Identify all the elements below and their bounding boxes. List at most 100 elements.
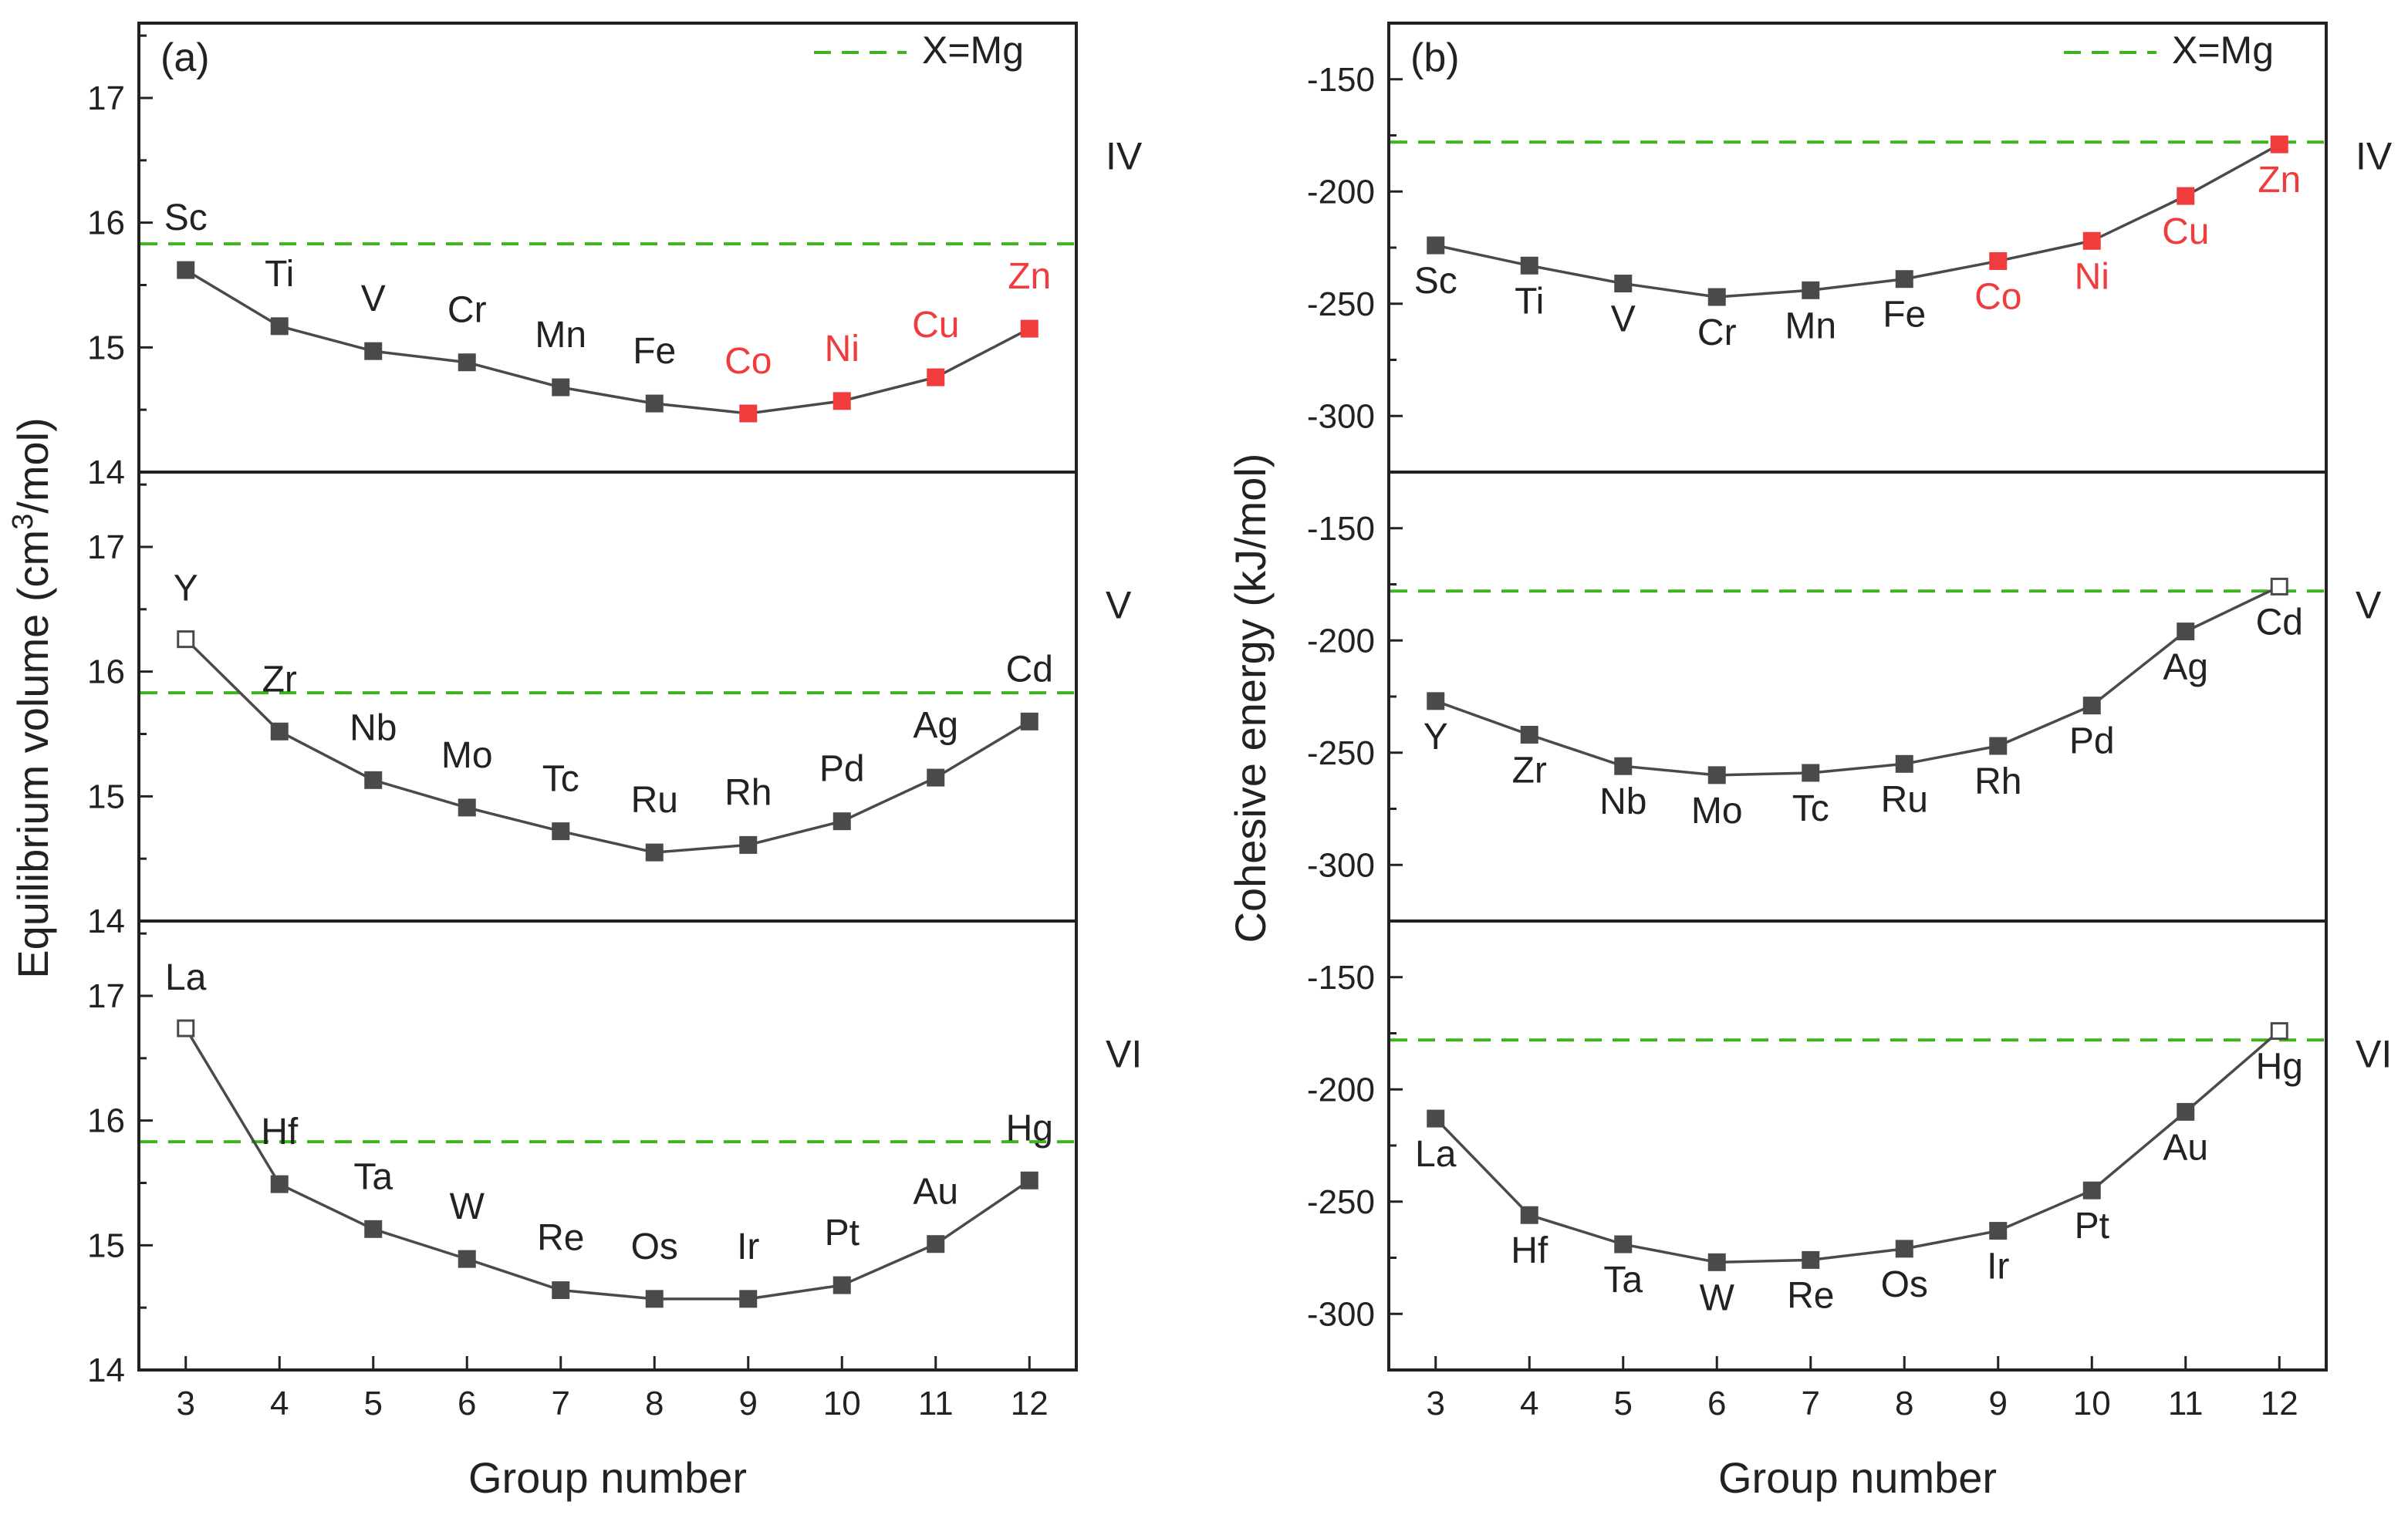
subplot-v: 14 15 16 17 Y Zr Nb Mo Tc Ru Rh Pd Ag Cd V	[87, 471, 1132, 940]
element-label-tc: Tc	[542, 759, 579, 800]
data-point-zr	[1520, 725, 1538, 744]
data-point-rh	[1989, 737, 2008, 755]
element-label-fe: Fe	[633, 331, 676, 372]
period-label: VI	[2356, 1033, 2392, 1076]
element-label-ru: Ru	[1881, 779, 1928, 820]
y-tick-label: 15	[87, 1227, 125, 1264]
element-label-cu: Cu	[2162, 211, 2209, 252]
element-label-au: Au	[913, 1172, 958, 1213]
data-point-ta	[364, 1220, 383, 1238]
x-tick-label: 6	[1707, 1385, 1726, 1422]
y-axis-title: Cohesive energy (kJ/mol)	[1226, 454, 1275, 943]
data-point-ru	[1895, 754, 1913, 773]
data-point-v	[364, 342, 383, 360]
data-point-mn	[552, 378, 570, 396]
data-point-zr	[270, 722, 289, 741]
y-tick-label: 17	[87, 528, 125, 566]
element-label-w: W	[1700, 1277, 1735, 1318]
x-axis-title: Group number	[468, 1453, 747, 1502]
element-label-tc: Tc	[1792, 788, 1829, 829]
element-label-cr: Cr	[1697, 312, 1737, 353]
x-tick-label: 4	[1520, 1385, 1538, 1422]
series-line	[184, 638, 1031, 854]
data-point-ir	[739, 1290, 758, 1308]
data-point-pd	[832, 812, 851, 831]
element-label-nb: Nb	[350, 707, 397, 748]
x-tick-label: 11	[2168, 1385, 2204, 1422]
element-label-re: Re	[1787, 1275, 1834, 1316]
series-line	[1434, 1030, 2281, 1264]
y-tick-label: 14	[87, 454, 125, 491]
y-tick-label: -300	[1307, 846, 1375, 884]
y-tick-label: -150	[1307, 510, 1375, 548]
data-point-pt	[2082, 1181, 2101, 1200]
y-tick-label: -150	[1307, 959, 1375, 997]
data-point-w	[458, 1250, 476, 1268]
y-tick-label: -250	[1307, 1183, 1375, 1221]
element-label-ti: Ti	[1515, 281, 1544, 322]
element-label-au: Au	[2163, 1127, 2208, 1168]
y-tick-label: -250	[1307, 734, 1375, 772]
element-label-pd: Pd	[819, 749, 865, 790]
data-point-ti	[1520, 256, 1538, 275]
element-label-ag: Ag	[2163, 647, 2208, 688]
element-label-os: Os	[1881, 1264, 1928, 1305]
x-tick-label: 7	[1802, 1385, 1820, 1422]
element-label-ir: Ir	[737, 1227, 759, 1267]
element-label-ni: Ni	[2075, 256, 2109, 297]
x-tick-label: 12	[2261, 1385, 2298, 1422]
y-tick-label: -300	[1307, 1295, 1375, 1333]
y-axis-title: Equilibrium volume (cm3/mol)	[7, 417, 57, 979]
element-label-hf: Hf	[1511, 1230, 1548, 1271]
element-label-pt: Pt	[2075, 1206, 2109, 1247]
data-point-y	[177, 630, 195, 649]
element-label-ta: Ta	[353, 1156, 393, 1197]
y-axis-title-superscript: 3	[7, 514, 39, 530]
panel-label: (a)	[160, 35, 210, 80]
y-tick-label: 16	[87, 1102, 125, 1140]
data-point-zn	[2270, 135, 2288, 154]
data-point-mo	[1707, 766, 1726, 784]
element-label-pt: Pt	[825, 1213, 860, 1254]
data-point-hf	[1520, 1206, 1538, 1224]
legend-label: X=Mg	[2172, 29, 2274, 72]
data-point-ni	[832, 392, 851, 410]
element-label-y: Y	[174, 569, 198, 609]
subplot-iv: -300 -250 -200 -150 Sc Ti V Cr Mn Fe Co Ni Cu Zn IV	[1307, 22, 2393, 474]
x-tick-label: 8	[1895, 1385, 1913, 1422]
element-label-co: Co	[724, 341, 772, 382]
data-point-os	[1895, 1240, 1913, 1258]
period-label: VI	[1106, 1033, 1142, 1076]
data-point-rh	[739, 835, 758, 854]
x-tick-label: 5	[364, 1385, 383, 1422]
element-label-ni: Ni	[825, 329, 860, 369]
period-label: IV	[1106, 135, 1143, 178]
y-tick-label: 16	[87, 204, 125, 242]
data-point-hg	[1020, 1171, 1039, 1189]
data-point-au	[2177, 1102, 2195, 1121]
x-tick-label: 6	[458, 1385, 476, 1422]
series-line	[184, 268, 1031, 415]
element-label-v: V	[361, 278, 386, 319]
data-point-os	[645, 1290, 664, 1308]
data-point-mn	[1802, 281, 1820, 299]
element-label-nb: Nb	[1599, 781, 1646, 822]
element-label-co: Co	[1974, 276, 2021, 317]
element-label-ru: Ru	[631, 780, 678, 821]
data-point-fe	[645, 394, 664, 413]
element-label-la: La	[1415, 1134, 1457, 1175]
data-point-ir	[1989, 1222, 2008, 1240]
data-point-w	[1707, 1253, 1726, 1271]
x-axis-title: Group number	[1718, 1453, 1997, 1502]
element-label-cd: Cd	[2256, 602, 2303, 643]
data-point-hf	[270, 1175, 289, 1193]
y-tick-label: 14	[87, 1351, 125, 1389]
data-point-nb	[1614, 757, 1633, 775]
subplot-vi: -300 -250 -200 -150 3 4 5 6 7 8 9 10 11 12 La Hf Ta W Re Os…	[1307, 919, 2392, 1422]
y-tick-label: -150	[1307, 61, 1375, 99]
data-point-ag	[2177, 623, 2195, 641]
series-line	[1435, 585, 2281, 777]
data-point-re	[1802, 1250, 1820, 1269]
data-point-cd	[2270, 577, 2288, 596]
